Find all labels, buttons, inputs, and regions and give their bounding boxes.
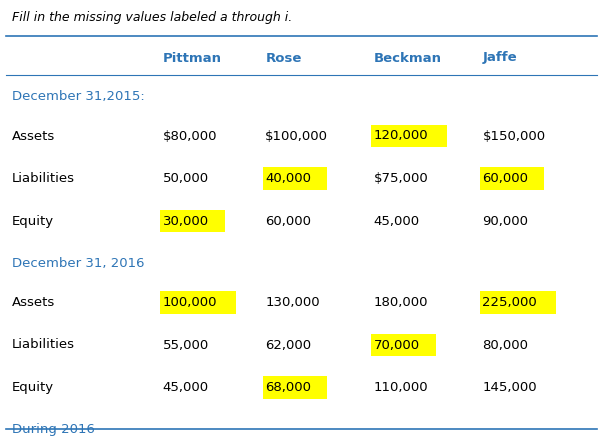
Text: Beckman: Beckman: [374, 52, 442, 65]
Text: $100,000: $100,000: [265, 129, 328, 142]
Bar: [160, 210, 225, 232]
Text: $75,000: $75,000: [374, 172, 429, 185]
Text: Jaffe: Jaffe: [482, 52, 517, 65]
Text: 180,000: 180,000: [374, 296, 428, 309]
Text: 110,000: 110,000: [374, 381, 429, 394]
Bar: [371, 334, 436, 356]
Text: $80,000: $80,000: [163, 129, 217, 142]
Bar: [371, 125, 447, 147]
Text: $150,000: $150,000: [482, 129, 546, 142]
Bar: [160, 291, 236, 313]
Text: Equity: Equity: [12, 215, 54, 228]
Text: 145,000: 145,000: [482, 381, 537, 394]
Bar: [480, 291, 555, 313]
Text: Liabilities: Liabilities: [12, 172, 75, 185]
Text: 68,000: 68,000: [265, 381, 311, 394]
Text: 40,000: 40,000: [265, 172, 311, 185]
Text: Fill in the missing values labeled a through i.: Fill in the missing values labeled a thr…: [12, 11, 292, 24]
Text: 100,000: 100,000: [163, 296, 217, 309]
Text: 45,000: 45,000: [163, 381, 209, 394]
Text: 60,000: 60,000: [482, 172, 528, 185]
Bar: [480, 167, 545, 190]
Text: 90,000: 90,000: [482, 215, 528, 228]
Bar: [263, 376, 327, 399]
Text: 60,000: 60,000: [265, 215, 311, 228]
Text: Assets: Assets: [12, 129, 55, 142]
Text: Liabilities: Liabilities: [12, 339, 75, 351]
Text: December 31, 2016: December 31, 2016: [12, 257, 145, 270]
Text: 55,000: 55,000: [163, 339, 209, 351]
Text: 45,000: 45,000: [374, 215, 420, 228]
Text: During 2016: During 2016: [12, 423, 95, 437]
Text: 80,000: 80,000: [482, 339, 528, 351]
Text: 70,000: 70,000: [374, 339, 420, 351]
Text: 30,000: 30,000: [163, 215, 209, 228]
Text: 225,000: 225,000: [482, 296, 537, 309]
Text: 120,000: 120,000: [374, 129, 429, 142]
Text: 50,000: 50,000: [163, 172, 209, 185]
Text: Rose: Rose: [265, 52, 302, 65]
Text: December 31,2015:: December 31,2015:: [12, 90, 145, 104]
Text: 62,000: 62,000: [265, 339, 311, 351]
Text: 130,000: 130,000: [265, 296, 320, 309]
Text: Pittman: Pittman: [163, 52, 222, 65]
Text: Equity: Equity: [12, 381, 54, 394]
Bar: [263, 167, 327, 190]
Text: Assets: Assets: [12, 296, 55, 309]
